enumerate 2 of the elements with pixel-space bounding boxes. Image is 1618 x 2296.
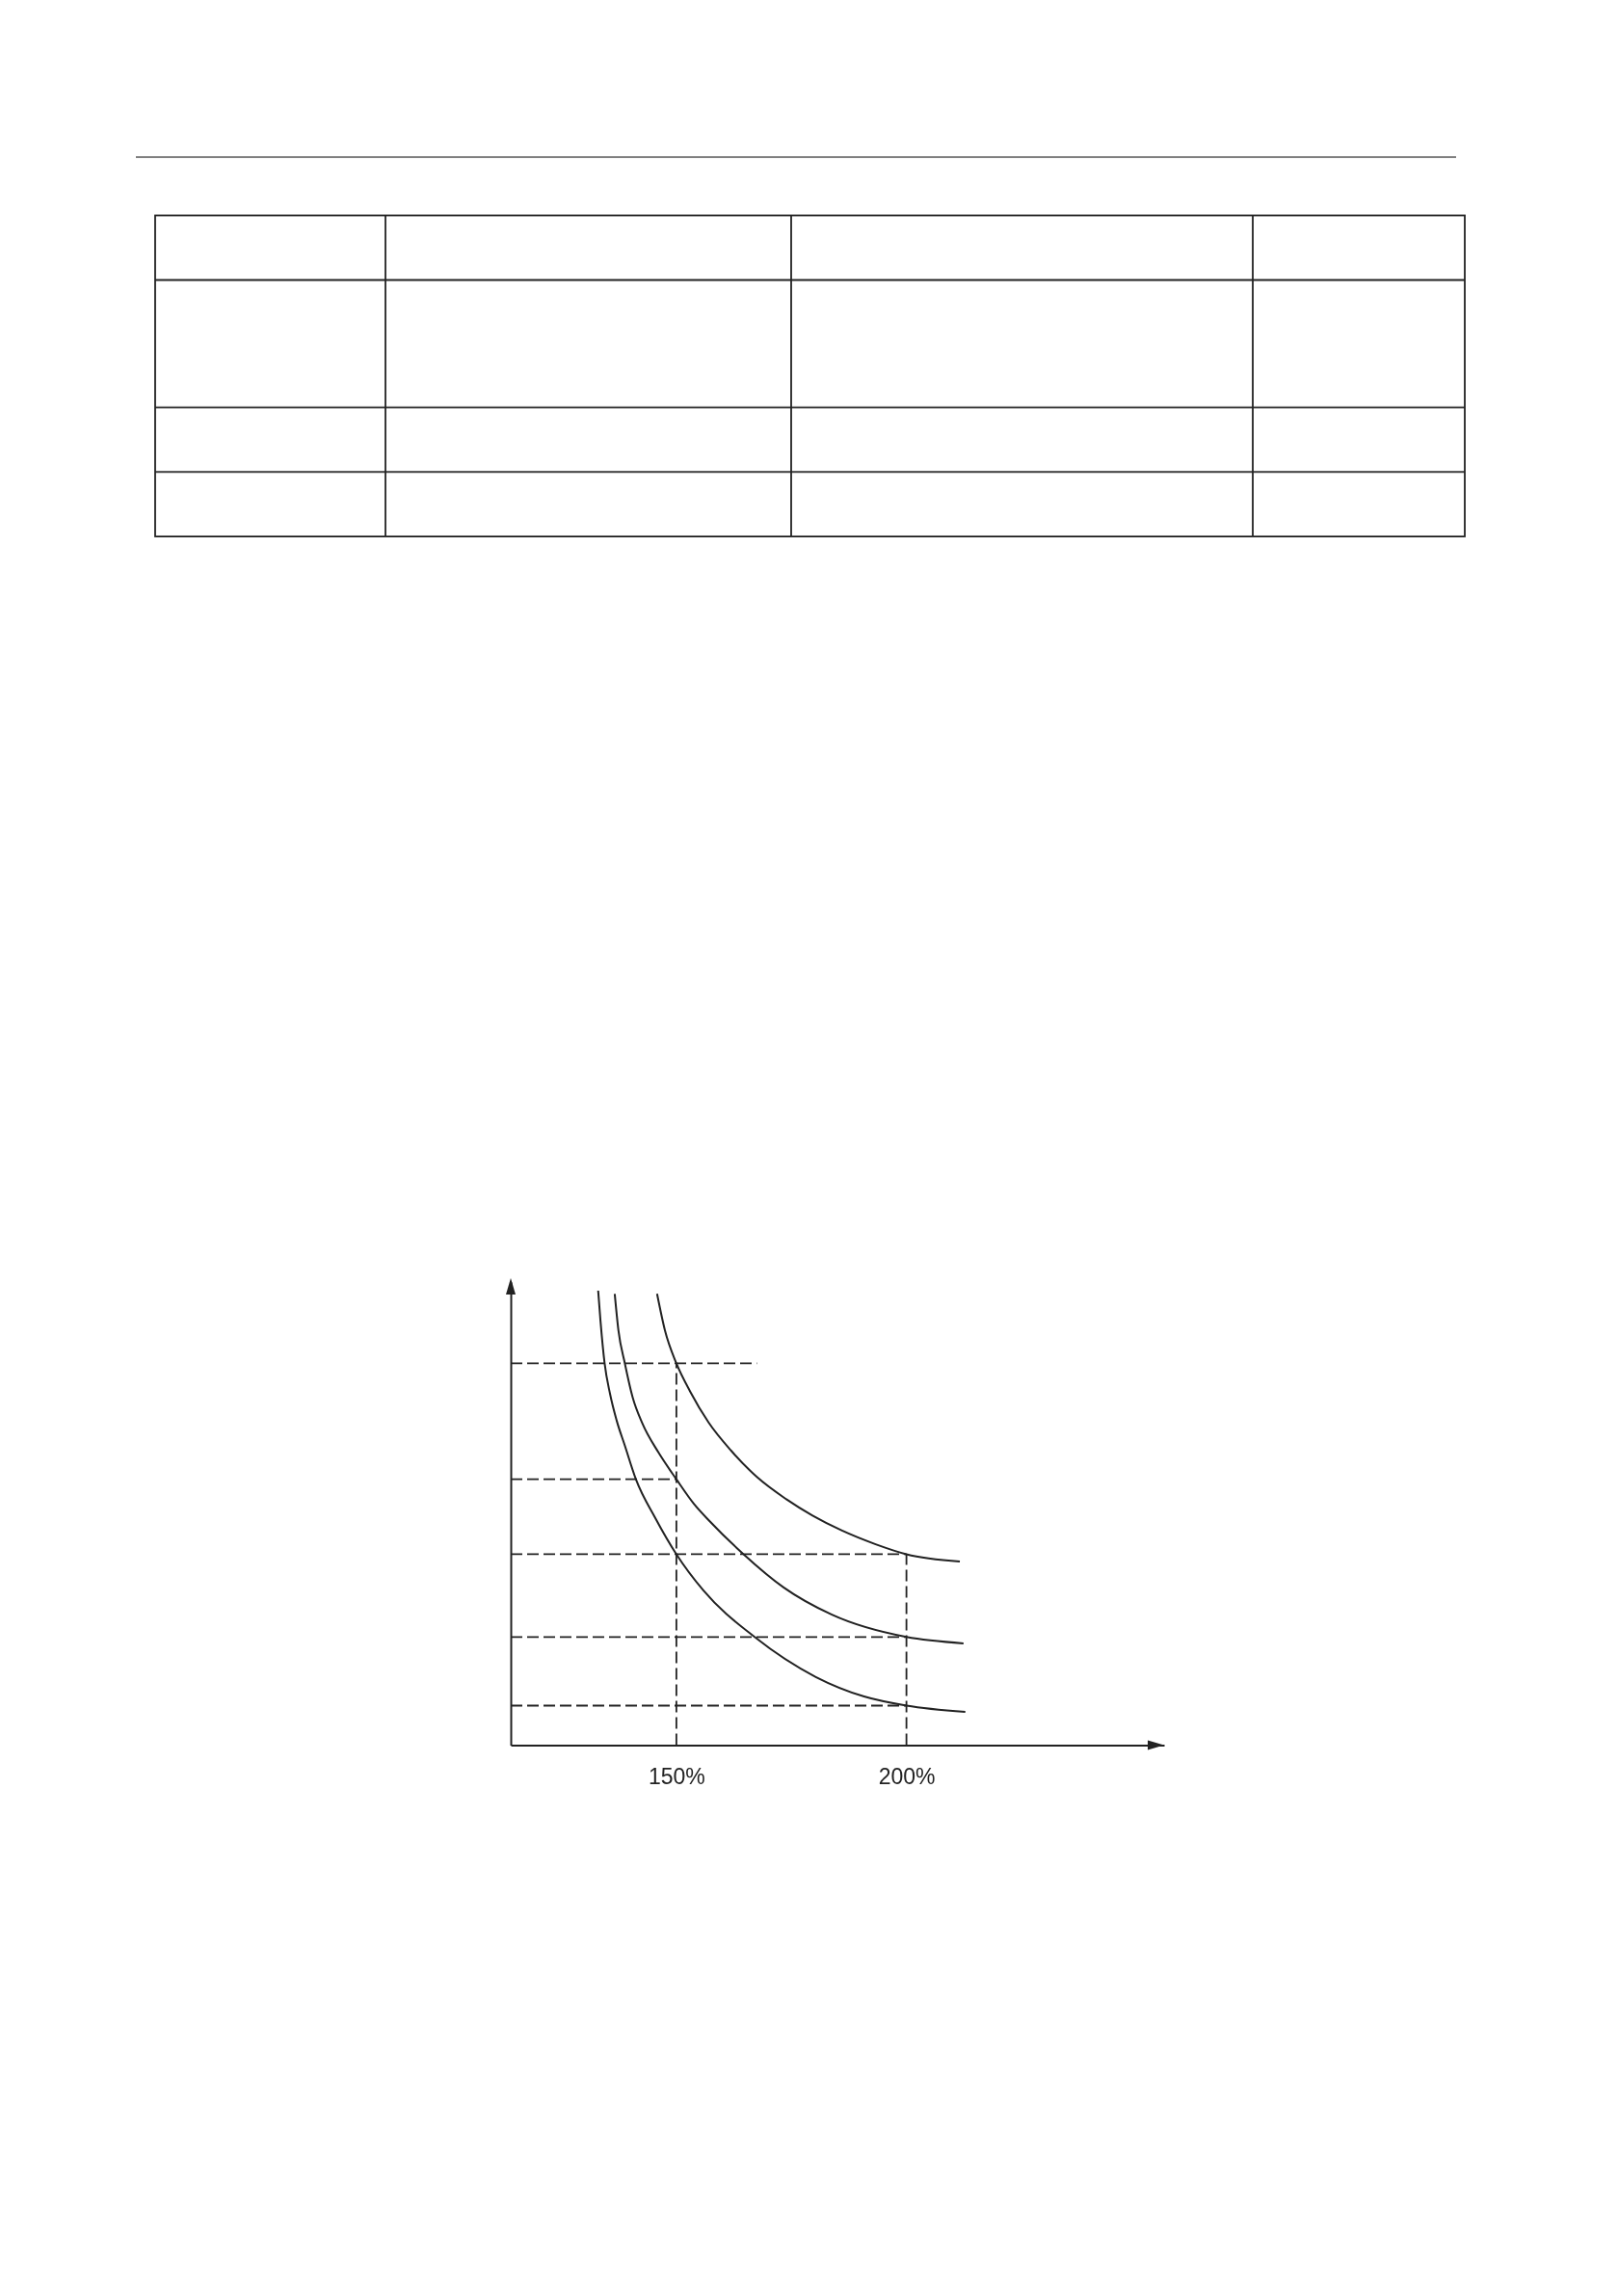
- x-tick-label: 200%: [878, 1763, 936, 1789]
- x-tick-label: 150%: [648, 1763, 705, 1789]
